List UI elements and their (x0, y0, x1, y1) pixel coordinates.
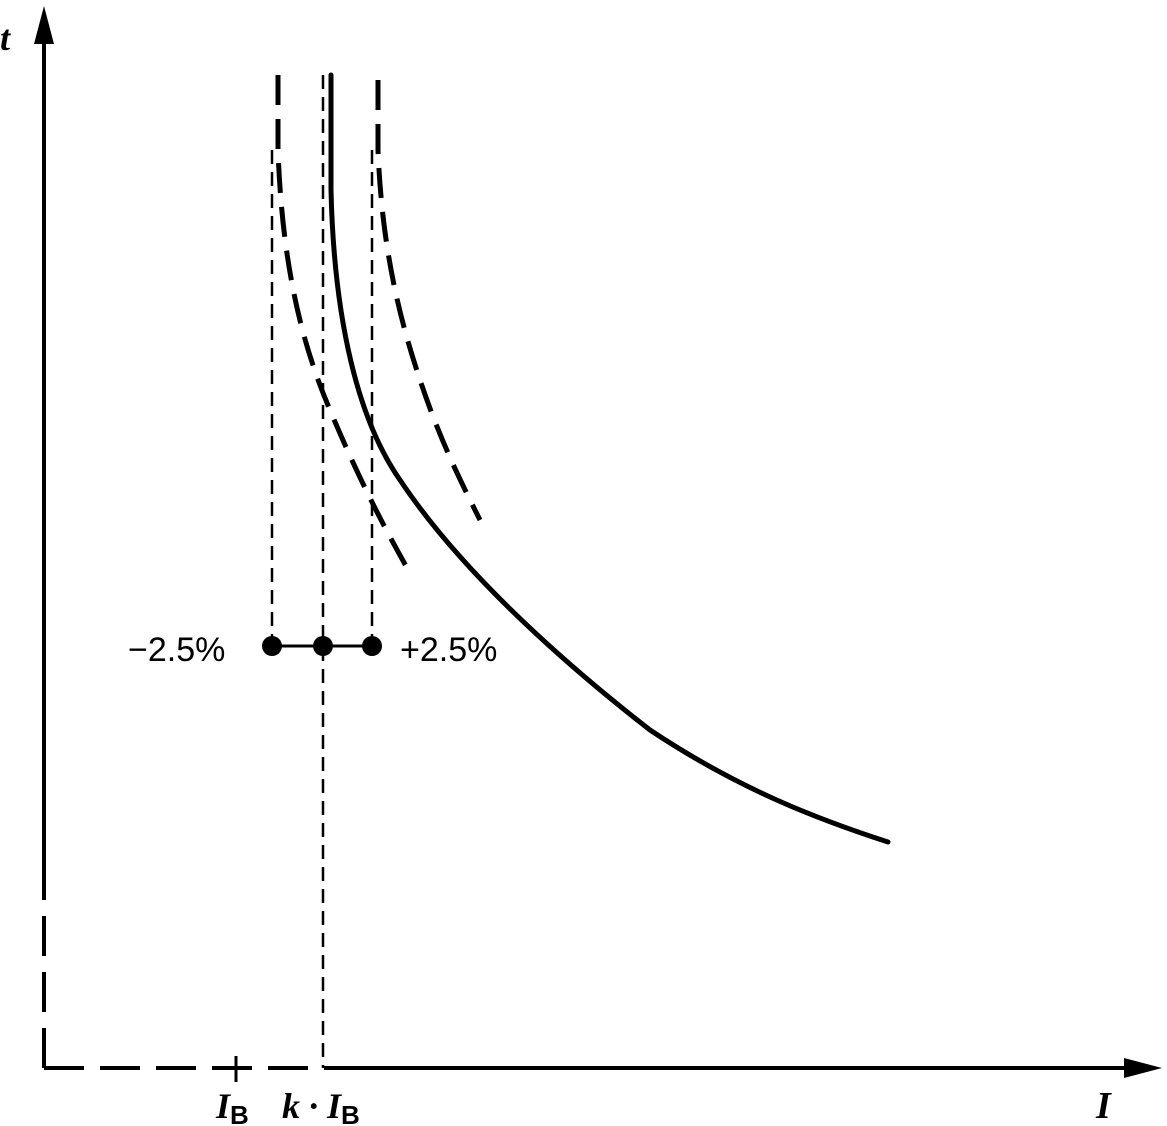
kib-main: I (326, 1086, 343, 1126)
plus-tolerance-label: +2.5% (400, 631, 497, 669)
x-axis-label: I (1095, 1085, 1112, 1126)
minus-tolerance-point (262, 636, 282, 656)
upper-tolerance-curve (375, 80, 483, 522)
ib-main: I (215, 1086, 232, 1126)
kib-tick-label: k · IB (282, 1086, 360, 1126)
kib-subscript: B (341, 1100, 360, 1126)
y-axis-arrowhead (34, 6, 54, 44)
kib-point (313, 636, 333, 656)
nominal-trip-curve (328, 72, 891, 845)
plus-tolerance-point (362, 636, 382, 656)
ib-tick-label: IB (215, 1086, 249, 1126)
y-axis-label: t (0, 18, 11, 58)
ib-subscript: B (230, 1100, 249, 1126)
minus-tolerance-label: −2.5% (128, 631, 225, 669)
lower-tolerance-curve (275, 75, 409, 568)
x-axis-arrowhead (1124, 1058, 1162, 1078)
kib-prefix: k · (282, 1086, 327, 1126)
